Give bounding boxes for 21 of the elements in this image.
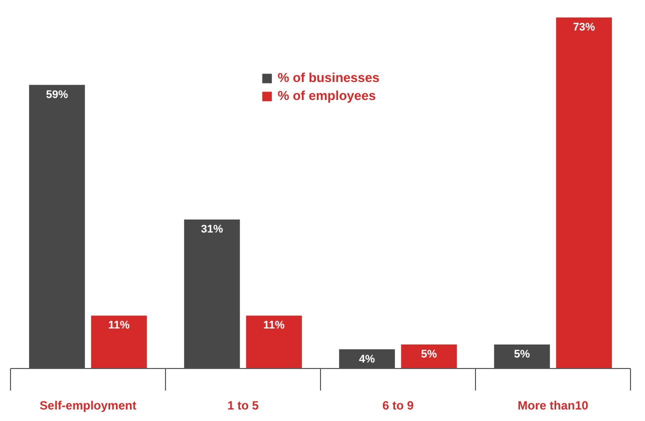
x-tick-label: 1 to 5 (227, 398, 259, 412)
bar (556, 18, 612, 368)
data-label: 31% (200, 223, 224, 236)
legend-label: % of businesses (278, 70, 380, 85)
data-label: 4% (359, 353, 376, 366)
data-label: 59% (46, 88, 68, 101)
legend-label: % of employees (278, 88, 376, 103)
bar (91, 316, 147, 368)
x-tick-label: 6 to 9 (382, 398, 414, 412)
x-tick-label: More than10 (518, 398, 589, 412)
x-tick-label: Self-employment (40, 398, 136, 412)
data-label: 5% (514, 348, 530, 360)
bar (246, 316, 302, 368)
bar (401, 344, 457, 368)
bar (494, 344, 550, 368)
data-label: 73% (572, 22, 596, 34)
data-label: 11% (108, 320, 130, 332)
bar (29, 84, 85, 368)
bar (184, 219, 240, 368)
data-label: 5% (421, 348, 438, 360)
data-label: 11% (263, 320, 285, 332)
